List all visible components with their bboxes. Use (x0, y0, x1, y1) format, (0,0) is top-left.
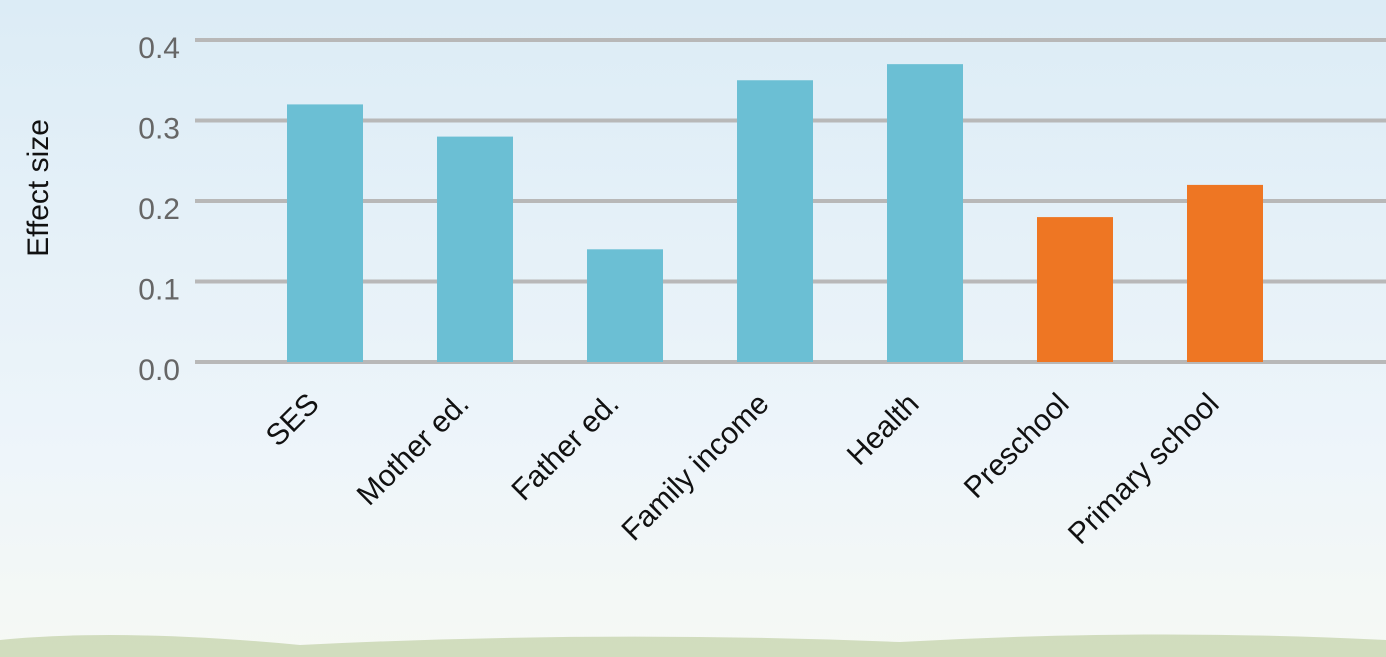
bar (287, 104, 363, 362)
bar (437, 137, 513, 362)
bar (587, 249, 663, 362)
y-tick-label: 0.2 (138, 193, 180, 226)
bar (737, 80, 813, 362)
y-tick-label: 0.3 (138, 112, 180, 145)
bar (1187, 185, 1263, 362)
y-tick-label: 0.1 (138, 273, 180, 306)
bar (1037, 217, 1113, 362)
page: {"chart_data": {"type": "bar", "y_label"… (0, 0, 1386, 657)
chart: Effect size 0.00.10.20.30.4SESMother ed.… (0, 0, 1386, 657)
y-tick-label: 0.0 (138, 354, 180, 387)
y-tick-label: 0.4 (138, 32, 180, 65)
y-axis-label: Effect size (22, 119, 55, 257)
background (0, 0, 1386, 657)
bar (887, 64, 963, 362)
